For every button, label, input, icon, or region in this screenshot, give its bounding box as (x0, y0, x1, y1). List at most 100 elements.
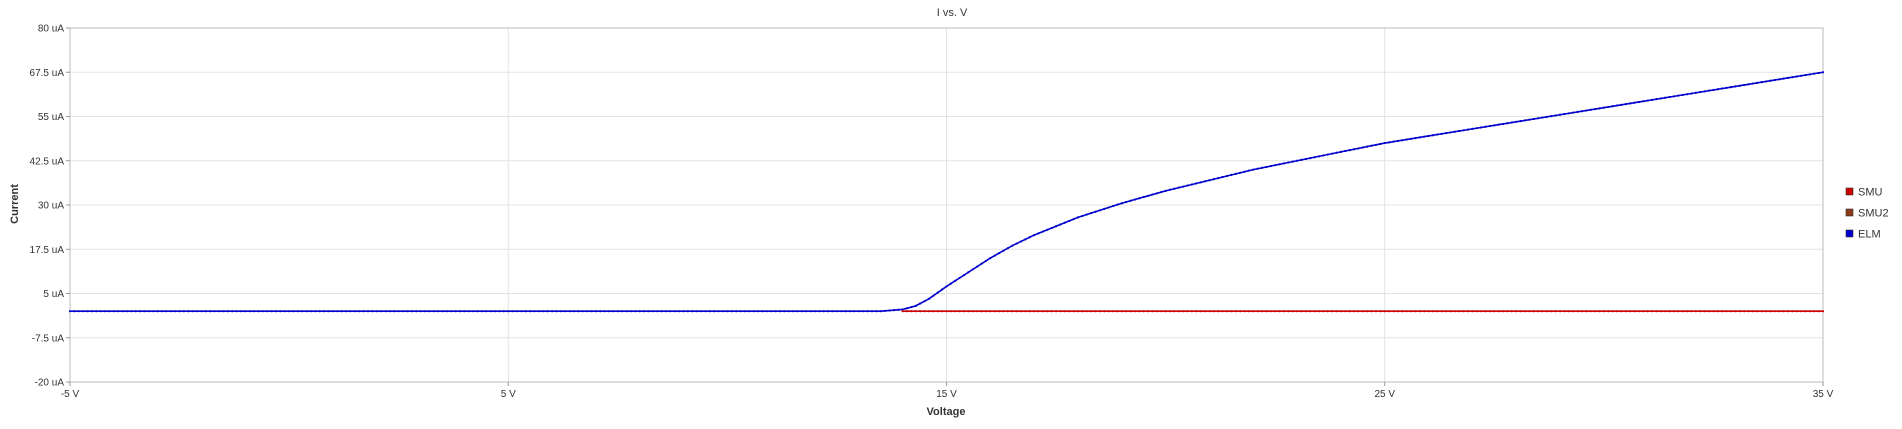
data-point-elm (432, 310, 435, 313)
data-point-smu (1804, 310, 1807, 313)
data-point-elm (1217, 177, 1220, 180)
data-point-smu (1659, 310, 1662, 313)
data-point-elm (962, 273, 966, 277)
data-point-elm (1821, 71, 1825, 74)
series-layer (68, 71, 1825, 313)
data-point-elm (1813, 72, 1816, 75)
data-point-elm (1090, 212, 1093, 215)
data-point-elm (1668, 95, 1671, 99)
data-point-smu (1462, 310, 1465, 313)
data-point-smu (1182, 310, 1185, 313)
data-point-smu (1265, 310, 1268, 313)
data-point-elm (651, 310, 654, 313)
data-point-smu (1374, 310, 1378, 313)
data-point-elm (1352, 148, 1356, 151)
data-point-elm (371, 310, 374, 313)
data-point-elm (590, 310, 593, 313)
data-point-smu (1707, 310, 1711, 313)
y-tick-label: 5 uA (43, 289, 64, 300)
data-point-smu (1756, 310, 1759, 313)
data-point-elm (910, 305, 913, 309)
data-point-elm (1541, 116, 1544, 119)
data-point-smu (1480, 310, 1483, 313)
data-point-smu (1396, 310, 1399, 313)
data-point-elm (121, 310, 124, 313)
data-point-smu (1147, 310, 1150, 313)
data-point-smu (1681, 310, 1684, 313)
data-point-elm (813, 310, 817, 313)
data-point-smu (1458, 310, 1461, 313)
data-point-smu (971, 310, 974, 313)
data-point-smu (1712, 310, 1715, 313)
data-point-elm (1313, 156, 1316, 159)
data-point-elm (638, 310, 641, 313)
data-point-elm (1085, 213, 1088, 216)
legend-item-elm: ELM (1845, 229, 1881, 241)
data-point-smu (1260, 310, 1264, 313)
data-point-smu (914, 310, 917, 313)
data-point-smu (1725, 310, 1728, 313)
data-point-elm (463, 310, 466, 313)
data-point-elm (130, 310, 133, 313)
data-point-elm (345, 310, 348, 313)
y-tick-label: 17.5 uA (30, 245, 65, 256)
data-point-smu (927, 310, 931, 313)
data-point-elm (1655, 98, 1658, 101)
data-point-elm (1659, 97, 1662, 100)
data-point-smu (1383, 310, 1386, 313)
data-point-elm (77, 310, 80, 313)
y-tick-label: -7.5 uA (32, 333, 65, 344)
data-point-elm (949, 282, 952, 285)
data-point-elm (699, 310, 703, 313)
data-point-smu (1813, 310, 1816, 313)
data-point-elm (577, 310, 580, 313)
data-point-smu (1120, 310, 1123, 313)
data-point-smu (1090, 310, 1093, 313)
data-point-elm (1493, 124, 1496, 127)
data-point-elm (1743, 83, 1746, 87)
data-point-elm (1392, 140, 1395, 143)
data-point-smu (1611, 310, 1614, 313)
data-point-elm (1786, 76, 1790, 80)
data-point-elm (366, 310, 370, 313)
data-point-smu (1721, 310, 1724, 313)
data-point-elm (778, 310, 782, 313)
data-point-smu (1655, 310, 1658, 313)
data-point-smu (1300, 310, 1303, 313)
data-point-elm (419, 310, 422, 313)
data-point-elm (174, 310, 177, 313)
data-point-smu (967, 310, 970, 313)
data-point-elm (1383, 141, 1386, 145)
data-point-smu (1650, 310, 1654, 313)
data-point-smu (1576, 310, 1579, 313)
data-point-smu (1028, 310, 1031, 313)
data-point-elm (480, 310, 484, 313)
data-point-smu (1046, 310, 1049, 313)
data-point-smu (1786, 310, 1790, 313)
data-point-elm (1068, 219, 1071, 223)
data-point-elm (73, 310, 76, 313)
data-point-elm (494, 310, 497, 313)
data-point-smu (1230, 310, 1233, 313)
data-point-elm (967, 271, 970, 274)
data-point-elm (831, 310, 834, 313)
data-point-elm (713, 310, 716, 313)
data-point-smu (1782, 310, 1785, 313)
data-point-smu (1545, 310, 1548, 313)
data-point-smu (1506, 310, 1509, 313)
data-point-smu (1125, 310, 1128, 313)
data-point-smu (1239, 310, 1242, 313)
data-point-smu (1186, 310, 1189, 313)
data-point-elm (441, 310, 444, 313)
data-point-smu (1817, 310, 1820, 313)
data-point-elm (1532, 117, 1535, 121)
data-point-elm (822, 310, 825, 313)
data-point-elm (156, 310, 159, 313)
data-point-smu (1116, 310, 1119, 313)
data-point-smu (1515, 310, 1518, 313)
data-point-elm (752, 310, 755, 313)
data-point-smu (954, 310, 957, 313)
legend-swatch (1845, 208, 1854, 217)
data-point-smu (1554, 310, 1557, 313)
data-point-elm (1296, 159, 1299, 162)
